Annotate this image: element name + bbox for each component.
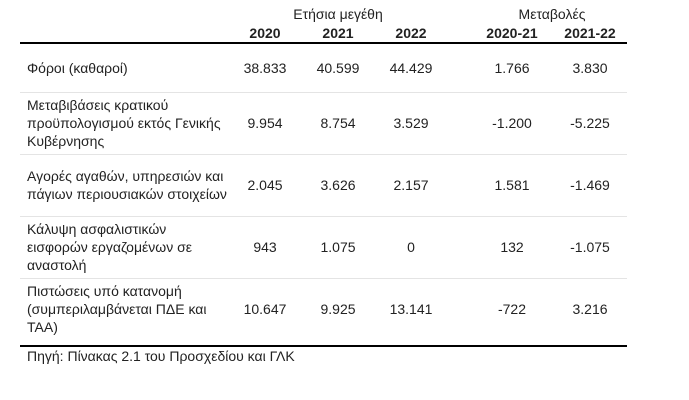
row-label: Αγορές αγαθών, υπηρεσιών και πάγιων περι…	[27, 168, 227, 202]
cell-value: 2.157	[393, 177, 429, 193]
bottom-rule	[20, 345, 627, 347]
row-label: Πιστώσεις υπό κατανομή (συμπεριλαμβάνετα…	[27, 283, 207, 335]
cell-value: -1.469	[570, 177, 610, 193]
cell-value: 0	[407, 239, 415, 255]
cell-value: 40.599	[316, 60, 360, 76]
cell-value: 13.141	[389, 301, 433, 317]
cell-value: -5.225	[570, 115, 610, 131]
cell-value: 10.647	[243, 301, 287, 317]
row-separator	[20, 154, 627, 155]
row-separator	[20, 278, 627, 279]
column-header: 2020-21	[486, 25, 538, 41]
table-row: Αγορές αγαθών, υπηρεσιών και πάγιων περι…	[20, 154, 627, 216]
cell-value: 1.075	[320, 239, 356, 255]
row-label: Κάλυψη ασφαλιστικών εισφορών εργαζομένων…	[27, 221, 192, 273]
column-header: 2021	[322, 25, 354, 41]
row-separator	[20, 216, 627, 217]
source-note: Πηγή: Πίνακας 2.1 του Προσχεδίου και ΓΛΚ	[27, 348, 295, 364]
row-label: Μεταβιβάσεις κρατικού προϋπολογισμού εκτ…	[27, 97, 221, 149]
cell-value: -1.075	[570, 239, 610, 255]
column-header: 2021-22	[564, 25, 616, 41]
table-row: Πιστώσεις υπό κατανομή (συμπεριλαμβάνετα…	[20, 278, 627, 340]
cell-value: 2.045	[247, 177, 283, 193]
cell-value: 8.754	[320, 115, 356, 131]
cell-value: 44.429	[389, 60, 433, 76]
cell-value: 3.626	[320, 177, 356, 193]
column-header: 2020	[249, 25, 281, 41]
row-separator	[20, 92, 627, 93]
table-row: Κάλυψη ασφαλιστικών εισφορών εργαζομένων…	[20, 216, 627, 278]
cell-value: 943	[253, 239, 277, 255]
cell-value: 1.581	[494, 177, 530, 193]
row-label: Φόροι (καθαροί)	[27, 60, 128, 76]
cell-value: 9.954	[247, 115, 283, 131]
cell-value: 1.766	[494, 60, 530, 76]
cell-value: -1.200	[492, 115, 532, 131]
cell-value: 9.925	[320, 301, 356, 317]
column-header: 2022	[395, 25, 427, 41]
group-header: Μεταβολές	[518, 6, 586, 22]
cell-value: 3.830	[572, 60, 608, 76]
cell-value: 38.833	[243, 60, 287, 76]
cell-value: -722	[497, 301, 527, 317]
cell-value: 3.529	[393, 115, 429, 131]
cell-value: 132	[500, 239, 524, 255]
table-row: Μεταβιβάσεις κρατικού προϋπολογισμού εκτ…	[20, 92, 627, 154]
group-header: Ετήσια μεγέθη	[293, 6, 383, 22]
table-row: Φόροι (καθαροί) 38.833 40.599 44.429 1.766 3.…	[20, 44, 627, 92]
cell-value: 3.216	[572, 301, 608, 317]
top-rule	[20, 42, 627, 44]
